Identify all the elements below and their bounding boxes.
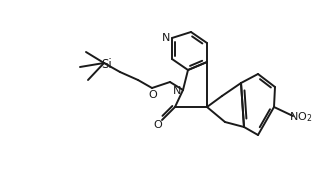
Text: N: N — [162, 33, 170, 43]
Text: Si: Si — [102, 58, 113, 71]
Text: N: N — [173, 86, 181, 96]
Text: NO$_2$: NO$_2$ — [289, 110, 313, 124]
Text: O: O — [149, 90, 157, 100]
Text: O: O — [154, 120, 163, 130]
